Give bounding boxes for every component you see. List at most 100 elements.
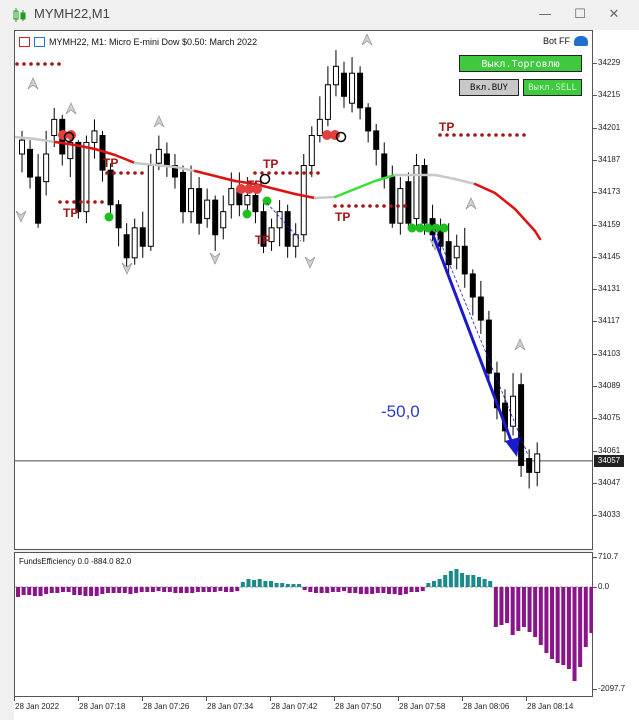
candle-body bbox=[381, 153, 388, 178]
candle-body bbox=[27, 148, 34, 178]
candle-body bbox=[421, 165, 428, 224]
minimize-button[interactable]: — bbox=[538, 7, 552, 22]
histogram-bar bbox=[184, 587, 189, 593]
moving-average-segment bbox=[173, 165, 197, 173]
fractal-up-marker bbox=[153, 115, 165, 128]
price-label: 34131 bbox=[598, 284, 621, 294]
moving-average-segment bbox=[153, 163, 177, 169]
tp-level-dot bbox=[274, 171, 278, 175]
histogram-bar bbox=[364, 587, 369, 594]
histogram-bar bbox=[538, 587, 543, 645]
histogram-bar bbox=[308, 587, 313, 592]
candle-body bbox=[91, 130, 98, 143]
candle-body bbox=[324, 84, 331, 120]
histogram-bar bbox=[252, 580, 257, 587]
moving-average-segment bbox=[493, 191, 517, 211]
histogram-bar bbox=[223, 587, 229, 592]
trade-line bbox=[266, 202, 302, 242]
tp-label: TP bbox=[335, 210, 350, 224]
price-label: 34145 bbox=[598, 251, 621, 261]
histogram-bar bbox=[139, 587, 144, 592]
histogram-bar bbox=[319, 587, 324, 593]
histogram-bar bbox=[313, 587, 318, 593]
candle-body bbox=[75, 141, 82, 213]
histogram-bar bbox=[387, 587, 392, 594]
position-close-marker bbox=[259, 173, 271, 185]
time-scale[interactable]: 28 Jan 2022 28 Jan 07:18 28 Jan 07:26 28 Ja… bbox=[14, 697, 639, 720]
tp-label: TP bbox=[63, 206, 78, 220]
histogram-bar bbox=[431, 581, 437, 587]
buy-marker bbox=[407, 223, 417, 233]
candle-body bbox=[526, 458, 533, 473]
histogram-bar bbox=[415, 587, 420, 592]
tp-label: TP bbox=[103, 156, 118, 170]
price-tick bbox=[593, 95, 597, 97]
window-title: MYMH22,M1 bbox=[34, 6, 110, 21]
histogram-bar bbox=[370, 587, 375, 594]
candle-body bbox=[171, 165, 178, 178]
histogram-bar bbox=[218, 587, 223, 591]
time-label: 28 Jan 07:18 bbox=[79, 702, 126, 711]
histogram-bar bbox=[117, 587, 122, 593]
histogram-bar bbox=[263, 581, 268, 587]
histogram-bar bbox=[229, 587, 234, 592]
tp-level-dot bbox=[522, 133, 526, 137]
candle-body bbox=[445, 241, 452, 266]
candle-body bbox=[453, 245, 460, 259]
moving-average-segment bbox=[15, 135, 37, 141]
histogram-bar bbox=[527, 587, 532, 632]
histogram-bar bbox=[195, 587, 200, 592]
histogram-bar bbox=[409, 587, 414, 592]
histogram-bar bbox=[448, 571, 453, 587]
price-tick bbox=[593, 289, 597, 291]
chart-properties-icon bbox=[34, 37, 45, 47]
histogram-bar bbox=[499, 587, 504, 625]
tp-level-dot bbox=[316, 171, 320, 175]
candle-body bbox=[493, 372, 500, 409]
moving-average-segment bbox=[33, 137, 57, 144]
histogram-bar bbox=[94, 587, 99, 596]
price-label: 34159 bbox=[598, 219, 621, 229]
histogram-bar bbox=[207, 587, 212, 592]
price-label: 34201 bbox=[598, 122, 621, 132]
sell-marker bbox=[244, 184, 254, 194]
time-label: 28 Jan 07:58 bbox=[399, 702, 446, 711]
tp-level-dot bbox=[105, 171, 109, 175]
candle-body bbox=[413, 165, 420, 220]
window-titlebar: MYMH22,M1 — ☐ ✕ bbox=[0, 0, 639, 30]
candle-body bbox=[220, 211, 227, 229]
candle-body bbox=[341, 72, 347, 97]
price-tick bbox=[593, 224, 597, 226]
price-tick bbox=[593, 482, 597, 484]
indicator-window[interactable]: FundsEfficiency 0.0 -884.0 82.0 bbox=[14, 552, 594, 697]
close-button[interactable]: ✕ bbox=[608, 7, 620, 22]
histogram-bar bbox=[561, 587, 566, 665]
price-tick bbox=[593, 386, 597, 387]
moving-average-segment bbox=[113, 153, 137, 165]
indicator-scale-label: 710.7 bbox=[598, 552, 619, 561]
maximize-button[interactable]: ☐ bbox=[574, 7, 586, 22]
candle-body bbox=[19, 139, 25, 155]
histogram-bar bbox=[465, 575, 470, 587]
trading-toggle-button[interactable]: Выкл.Торговлю bbox=[459, 55, 582, 72]
histogram-bar bbox=[403, 587, 408, 594]
tp-level-dot bbox=[389, 204, 393, 208]
tp-level-dot bbox=[288, 171, 292, 175]
buy-toggle-button[interactable]: Вкл.BUY bbox=[459, 79, 519, 96]
histogram-bar bbox=[122, 587, 127, 593]
time-tick bbox=[142, 697, 143, 701]
profit-loss-annotation: -50,0 bbox=[381, 402, 420, 421]
price-chart[interactable]: TPTPTPTPTPTPTP-50,0 MYMH22, M1: Micro E-… bbox=[14, 30, 594, 550]
tp-level-dot bbox=[459, 133, 463, 137]
tp-level-dot bbox=[361, 204, 365, 208]
tp-level-dot bbox=[79, 200, 83, 204]
moving-average-segment bbox=[293, 192, 317, 200]
candle-body bbox=[83, 141, 90, 213]
buy-marker bbox=[431, 223, 441, 233]
histogram-bar bbox=[257, 579, 262, 587]
price-scale[interactable]: 34229 34215 34201 34187 34173 34159 34145 34131… bbox=[593, 30, 639, 697]
tp-level-dot bbox=[480, 133, 484, 137]
histogram-bar bbox=[426, 583, 431, 587]
histogram-bar bbox=[488, 581, 493, 587]
sell-toggle-button[interactable]: Выкл.SELL bbox=[523, 79, 582, 96]
